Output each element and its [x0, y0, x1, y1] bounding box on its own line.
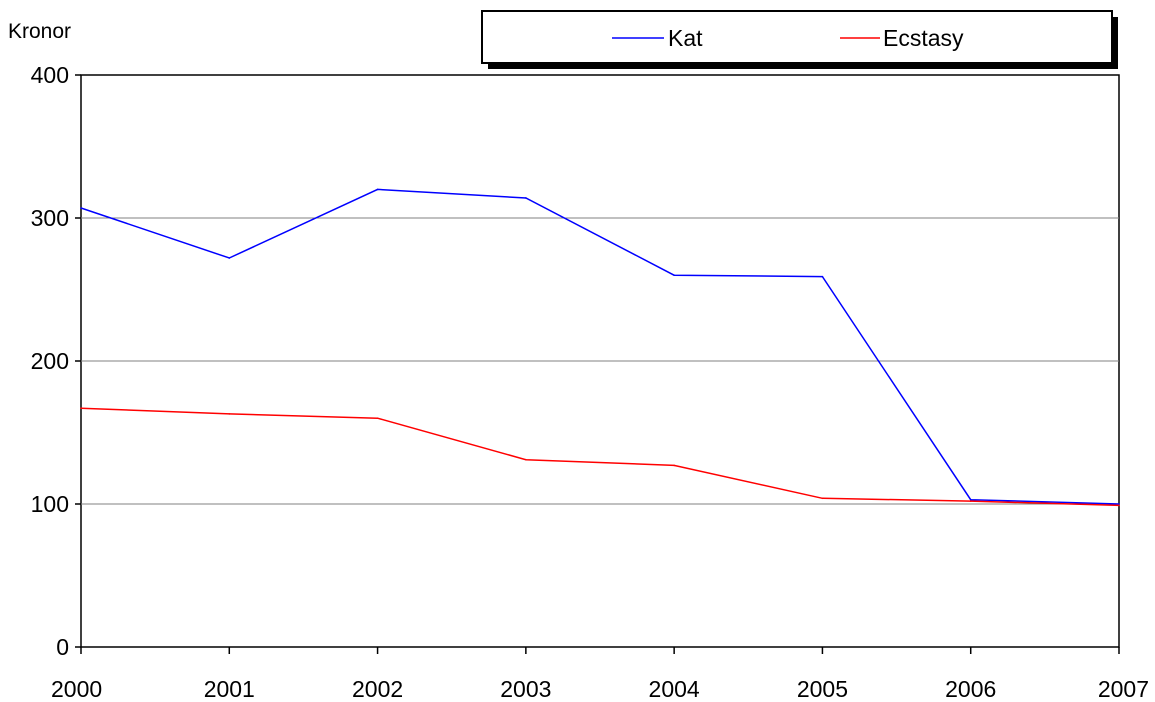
x-tick-label: 2006	[945, 676, 996, 702]
data-point-ecstasy	[969, 500, 972, 502]
series-line-ecstasy	[80, 407, 1120, 507]
legend-label-kat: Kat	[668, 25, 703, 51]
x-tick-label: 2005	[797, 676, 848, 702]
data-point-kat	[228, 257, 231, 259]
data-point-kat	[821, 275, 824, 278]
data-point-ecstasy	[673, 464, 675, 467]
data-point-ecstasy	[1118, 504, 1120, 507]
gridlines	[81, 217, 1119, 505]
data-point-kat	[969, 498, 972, 501]
data-point-ecstasy	[228, 413, 231, 415]
x-tick-label: 2000	[51, 676, 102, 702]
y-tick-label: 100	[31, 491, 69, 517]
y-axis: 0 100 200 300 400	[31, 62, 81, 660]
x-tick-label: 2001	[204, 676, 255, 702]
data-point-ecstasy	[376, 417, 379, 420]
x-tick-label: 2003	[500, 676, 551, 702]
x-tick-label: 2004	[649, 676, 700, 702]
legend-box	[481, 10, 1113, 64]
y-tick-label: 0	[56, 634, 69, 660]
x-tick-label: 2002	[352, 676, 403, 702]
data-point-kat	[80, 207, 82, 209]
data-point-ecstasy	[80, 407, 82, 409]
data-point-ecstasy	[525, 458, 527, 461]
series-layer	[80, 188, 1120, 507]
data-point-kat	[525, 197, 527, 199]
y-tick-label: 200	[31, 348, 69, 374]
legend: Kat Ecstasy	[481, 10, 1118, 69]
data-point-ecstasy	[821, 497, 824, 500]
legend-label-ecstasy: Ecstasy	[883, 25, 964, 51]
y-axis-title: Kronor	[8, 20, 71, 43]
y-tick-label: 400	[31, 62, 69, 88]
y-tick-label: 300	[31, 205, 69, 231]
data-point-kat	[376, 188, 379, 191]
data-point-kat	[1118, 503, 1120, 505]
data-point-kat	[673, 274, 675, 277]
x-tick-label: 2007	[1098, 676, 1149, 702]
x-axis: 2000 2001 2002 2003 2004 2005 2006 2007	[51, 647, 1149, 702]
series-line-kat	[80, 188, 1120, 505]
